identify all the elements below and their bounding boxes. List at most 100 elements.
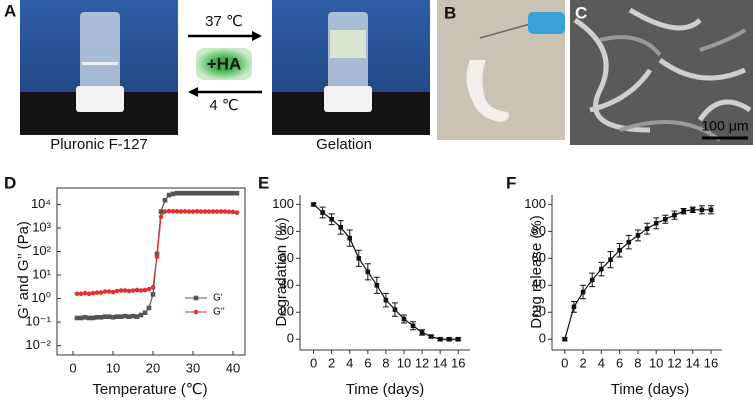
- x-tick-label: 12: [415, 355, 429, 370]
- marker: [644, 226, 650, 231]
- x-axis-title: Time (days): [346, 381, 425, 398]
- marker: [74, 315, 80, 321]
- marker: [170, 209, 176, 214]
- y-tick-label: 10⁰: [31, 290, 51, 305]
- marker: [186, 209, 192, 214]
- marker: [329, 216, 334, 222]
- marker: [158, 214, 164, 220]
- x-axis-title: Time (days): [611, 381, 690, 398]
- marker: [146, 305, 152, 311]
- data-line: [77, 210, 238, 295]
- y-tick-label: 60: [280, 250, 294, 265]
- marker: [214, 190, 220, 196]
- marker: [174, 209, 180, 214]
- marker: [102, 314, 108, 319]
- x-tick-label: 4: [346, 355, 353, 370]
- marker: [226, 190, 232, 196]
- x-tick-label: 10: [106, 360, 120, 375]
- marker: [392, 307, 398, 312]
- marker: [82, 315, 88, 320]
- marker: [580, 289, 586, 295]
- marker: [214, 209, 220, 214]
- marker: [190, 190, 196, 196]
- marker: [114, 314, 120, 319]
- scale-bar-label: 100 μm: [702, 118, 749, 134]
- marker: [635, 233, 641, 238]
- marker: [210, 209, 216, 214]
- marker: [102, 289, 108, 294]
- y-tick-label: 10⁻²: [25, 337, 51, 352]
- marker: [130, 288, 136, 293]
- marker: [428, 334, 434, 339]
- marker: [150, 285, 156, 290]
- legend-label: G': [213, 293, 223, 304]
- marker: [118, 314, 124, 319]
- marker: [90, 290, 96, 296]
- x-axis-title: Temperature (℃): [92, 381, 207, 398]
- x-tick-label: 40: [226, 360, 240, 375]
- legend-marker: [193, 295, 199, 301]
- photo-gel: [272, 0, 430, 135]
- marker: [126, 314, 132, 319]
- marker: [708, 207, 714, 213]
- y-tick-label: 100: [524, 196, 546, 211]
- panel-letter: A: [4, 1, 16, 20]
- marker: [202, 209, 208, 214]
- arrow-head: [252, 31, 262, 41]
- marker: [142, 287, 148, 293]
- marker: [234, 210, 240, 215]
- marker: [146, 286, 152, 292]
- marker: [166, 208, 172, 214]
- marker: [401, 316, 407, 322]
- marker: [174, 190, 180, 196]
- marker: [617, 247, 622, 253]
- marker: [681, 208, 686, 214]
- legend-marker: [193, 309, 199, 315]
- marker: [138, 288, 144, 293]
- additive-box: [196, 48, 252, 80]
- marker: [437, 336, 443, 342]
- marker: [234, 190, 240, 196]
- x-tick-label: 12: [667, 355, 681, 370]
- y-tick-label: 0: [287, 331, 294, 346]
- marker: [419, 330, 425, 335]
- arrow-head: [188, 87, 198, 97]
- marker: [589, 277, 595, 283]
- marker: [194, 209, 200, 214]
- x-tick-label: 16: [451, 355, 465, 370]
- marker: [178, 190, 184, 196]
- marker: [98, 315, 104, 320]
- marker: [94, 315, 100, 320]
- marker: [190, 209, 196, 214]
- photo-sem: [570, 0, 753, 145]
- marker: [206, 209, 212, 214]
- marker: [126, 288, 132, 294]
- marker: [599, 266, 604, 272]
- marker: [98, 290, 104, 295]
- panel-letter: D: [4, 173, 16, 192]
- y-tick-label: 40: [532, 277, 546, 292]
- marker: [562, 336, 568, 342]
- marker: [347, 235, 353, 241]
- marker: [374, 283, 380, 288]
- marker: [320, 210, 325, 215]
- marker: [166, 192, 172, 198]
- caption: Pluronic F-127: [50, 136, 148, 153]
- y-tick-label: 10³: [32, 219, 51, 234]
- marker: [114, 288, 120, 294]
- marker: [110, 289, 116, 295]
- marker: [446, 336, 452, 342]
- x-tick-label: 0: [69, 360, 76, 375]
- marker: [122, 288, 128, 293]
- marker: [182, 190, 188, 196]
- y-axis-title: G’ and G’’ (Pa): [15, 221, 32, 319]
- x-tick-label: 16: [704, 355, 718, 370]
- marker: [663, 216, 668, 222]
- marker: [74, 291, 80, 297]
- marker: [202, 190, 208, 196]
- y-tick-label: 60: [532, 250, 546, 265]
- marker: [230, 209, 236, 215]
- marker: [198, 209, 204, 214]
- data-line: [313, 203, 459, 340]
- marker: [608, 257, 613, 262]
